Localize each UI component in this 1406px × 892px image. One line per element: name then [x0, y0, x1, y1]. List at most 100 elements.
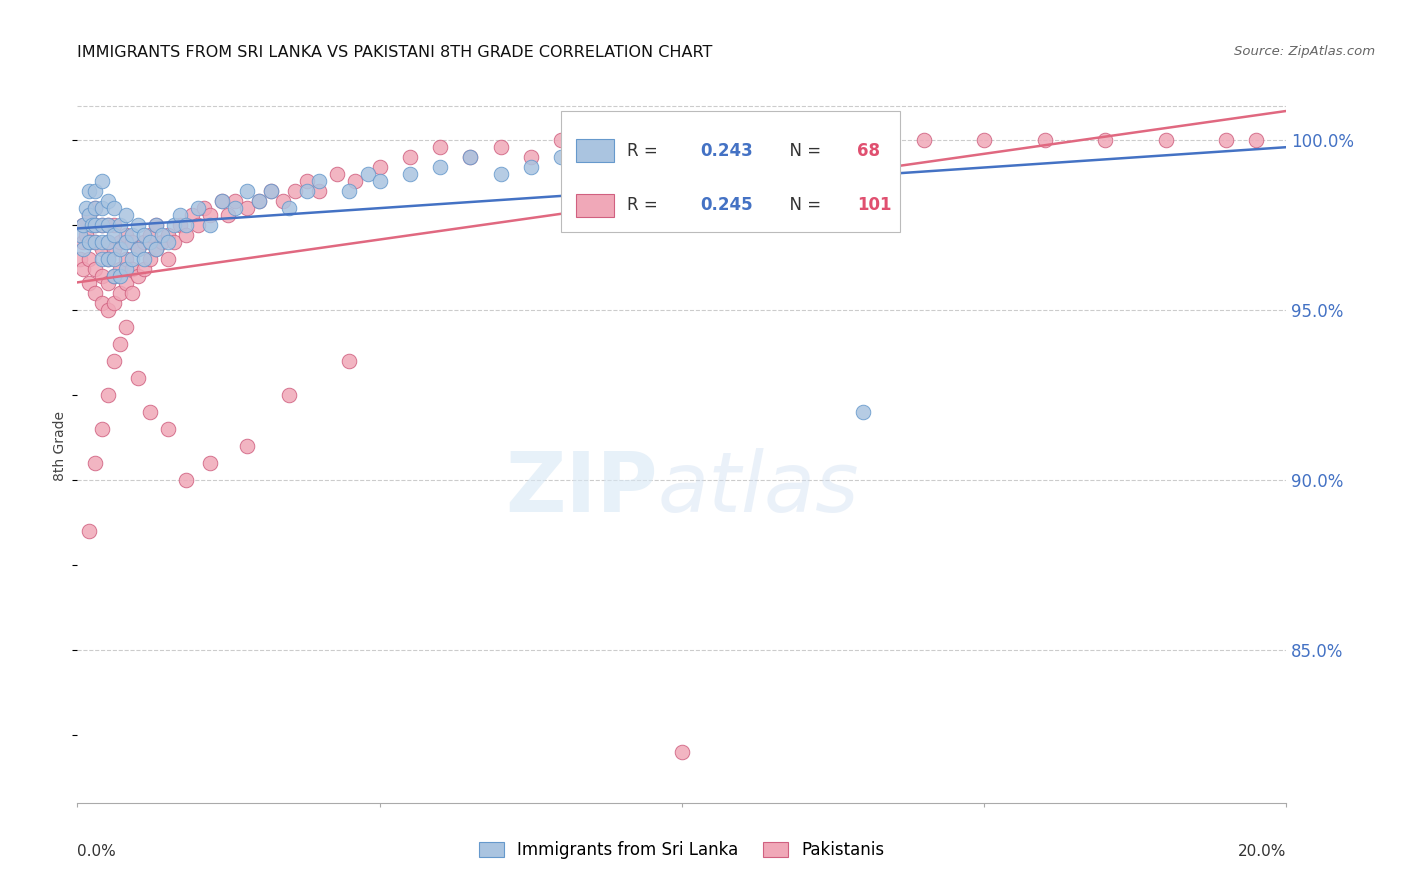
Point — [69, 252, 91, 266]
Point — [79, 184, 101, 198]
Point — [157, 228, 180, 243]
Point — [79, 252, 101, 266]
Point — [103, 242, 125, 256]
Point — [187, 201, 209, 215]
Point — [132, 252, 155, 266]
Point — [671, 150, 693, 164]
Point — [271, 194, 294, 209]
Point — [103, 296, 125, 310]
Point — [295, 184, 318, 198]
Point — [235, 184, 257, 198]
Point — [79, 524, 101, 538]
Point — [150, 235, 173, 249]
Point — [114, 276, 136, 290]
Point — [399, 167, 422, 181]
Point — [90, 252, 112, 266]
Point — [671, 745, 693, 759]
Point — [108, 235, 131, 249]
Point — [84, 286, 107, 301]
Point — [356, 167, 378, 181]
Point — [84, 235, 107, 249]
Point — [79, 208, 101, 222]
Point — [218, 208, 240, 222]
Point — [308, 184, 330, 198]
Y-axis label: 8th Grade: 8th Grade — [53, 411, 67, 481]
FancyBboxPatch shape — [575, 139, 614, 162]
FancyBboxPatch shape — [561, 111, 900, 232]
Point — [399, 150, 422, 164]
Point — [260, 184, 283, 198]
Point — [96, 303, 118, 318]
Point — [792, 133, 814, 147]
Point — [520, 150, 543, 164]
Point — [79, 235, 101, 249]
Point — [127, 269, 149, 284]
Point — [127, 218, 149, 232]
Point — [72, 218, 94, 232]
Point — [973, 133, 995, 147]
Point — [157, 422, 180, 436]
Point — [169, 218, 191, 232]
Point — [174, 228, 197, 243]
Point — [193, 201, 215, 215]
Point — [79, 276, 101, 290]
Point — [139, 252, 162, 266]
Point — [103, 228, 125, 243]
Point — [114, 252, 136, 266]
Point — [108, 262, 131, 277]
Point — [121, 262, 143, 277]
Point — [200, 208, 222, 222]
Point — [90, 235, 112, 249]
Point — [79, 235, 101, 249]
Point — [247, 194, 270, 209]
Point — [96, 194, 118, 209]
Point — [108, 269, 131, 284]
Point — [368, 161, 391, 175]
Point — [96, 218, 118, 232]
Point — [157, 235, 180, 249]
Point — [96, 388, 118, 402]
Point — [260, 184, 283, 198]
Point — [247, 194, 270, 209]
Text: ZIP: ZIP — [505, 449, 658, 529]
Point — [200, 218, 222, 232]
Text: atlas: atlas — [658, 449, 859, 529]
Text: N =: N = — [779, 142, 825, 160]
Legend: Immigrants from Sri Lanka, Pakistanis: Immigrants from Sri Lanka, Pakistanis — [472, 835, 891, 866]
Point — [550, 133, 572, 147]
Point — [1246, 133, 1268, 147]
Point — [84, 218, 107, 232]
Point — [224, 194, 246, 209]
Point — [114, 208, 136, 222]
Text: 101: 101 — [858, 196, 891, 214]
Point — [127, 242, 149, 256]
Point — [103, 201, 125, 215]
Point — [132, 228, 155, 243]
Point — [520, 161, 543, 175]
Point — [368, 174, 391, 188]
Point — [308, 174, 330, 188]
Point — [90, 201, 112, 215]
Point — [69, 228, 91, 243]
Text: Source: ZipAtlas.com: Source: ZipAtlas.com — [1234, 45, 1375, 58]
Point — [90, 242, 112, 256]
Point — [121, 286, 143, 301]
Point — [852, 133, 875, 147]
Point — [344, 174, 367, 188]
Text: R =: R = — [627, 142, 664, 160]
Point — [103, 354, 125, 368]
Point — [139, 405, 162, 419]
Point — [610, 140, 633, 154]
Point — [82, 218, 104, 232]
Point — [174, 473, 197, 487]
Point — [108, 337, 131, 351]
Text: IMMIGRANTS FROM SRI LANKA VS PAKISTANI 8TH GRADE CORRELATION CHART: IMMIGRANTS FROM SRI LANKA VS PAKISTANI 8… — [77, 45, 713, 60]
Point — [181, 208, 204, 222]
Point — [96, 235, 118, 249]
Text: R =: R = — [627, 196, 664, 214]
Point — [96, 252, 118, 266]
Point — [235, 201, 257, 215]
Point — [103, 218, 125, 232]
Point — [278, 201, 301, 215]
Point — [121, 252, 143, 266]
